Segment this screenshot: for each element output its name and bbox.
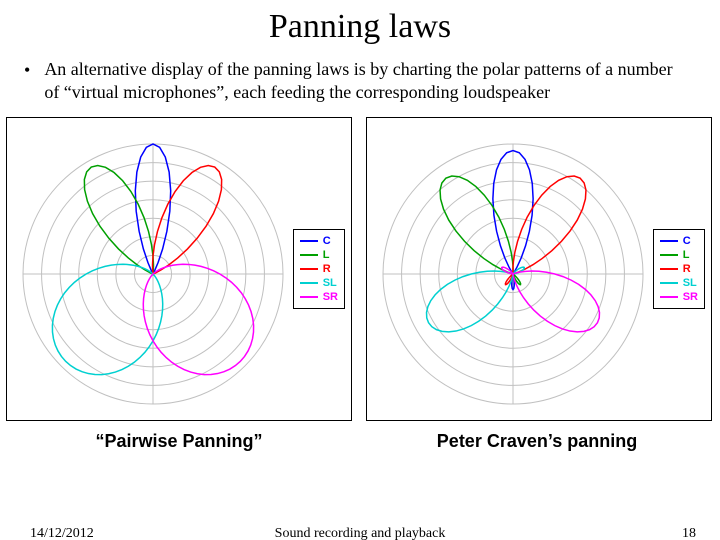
legend-swatch [300,268,318,270]
legend-item-r: R [660,262,698,276]
caption-spacer [352,425,364,452]
legend-left: CLR SL SR [293,229,345,309]
series-sr [143,264,253,374]
footer-page-number: 18 [682,526,696,540]
legend-label: SL [323,277,337,289]
bullet-dot: • [24,60,30,81]
legend-label: R [683,263,691,275]
legend-swatch [300,296,318,298]
legend-swatch [660,296,678,298]
chart-right: CLR SL SR [366,117,712,421]
footer-date: 14/12/2012 [30,526,94,540]
legend-swatch [300,282,318,284]
page-title: Panning laws [0,8,720,46]
series-sl [52,264,162,374]
legend-swatch [300,240,318,242]
legend-item-sr: SR [300,290,338,304]
legend-label: C [323,235,331,247]
polar-chart-left [13,124,293,416]
legend-label: L [323,249,330,261]
legend-item-c: C [300,234,338,248]
caption-left: “Pairwise Panning” [6,431,352,452]
legend-item-l: L [660,248,698,262]
legend-swatch [660,254,678,256]
caption-right: Peter Craven’s panning [364,431,710,452]
series-r [505,176,586,285]
legend-swatch [660,240,678,242]
legend-label: R [323,263,331,275]
legend-swatch [660,268,678,270]
bullet-text: An alternative display of the panning la… [44,58,680,103]
legend-swatch [300,254,318,256]
bullet-row: • An alternative display of the panning … [24,58,680,103]
legend-item-r: R [300,262,338,276]
series-l [440,176,521,285]
legend-right: CLR SL SR [653,229,705,309]
footer-middle: Sound recording and playback [275,526,446,540]
legend-swatch [660,282,678,284]
legend-item-sl: SL [660,276,698,290]
chart-left: CLR SL SR [6,117,352,421]
legend-item-sr: SR [660,290,698,304]
legend-label: SL [683,277,697,289]
legend-label: SR [323,291,338,303]
legend-item-l: L [300,248,338,262]
slide: Panning laws • An alternative display of… [0,8,720,540]
legend-label: C [683,235,691,247]
legend-label: L [683,249,690,261]
legend-item-sl: SL [300,276,338,290]
charts-row: CLRSLSR CLRSLSR [6,117,712,421]
legend-label: SR [683,291,698,303]
legend-item-c: C [660,234,698,248]
captions-row: “Pairwise Panning” Peter Craven’s pannin… [6,425,712,452]
polar-chart-right [373,124,653,416]
